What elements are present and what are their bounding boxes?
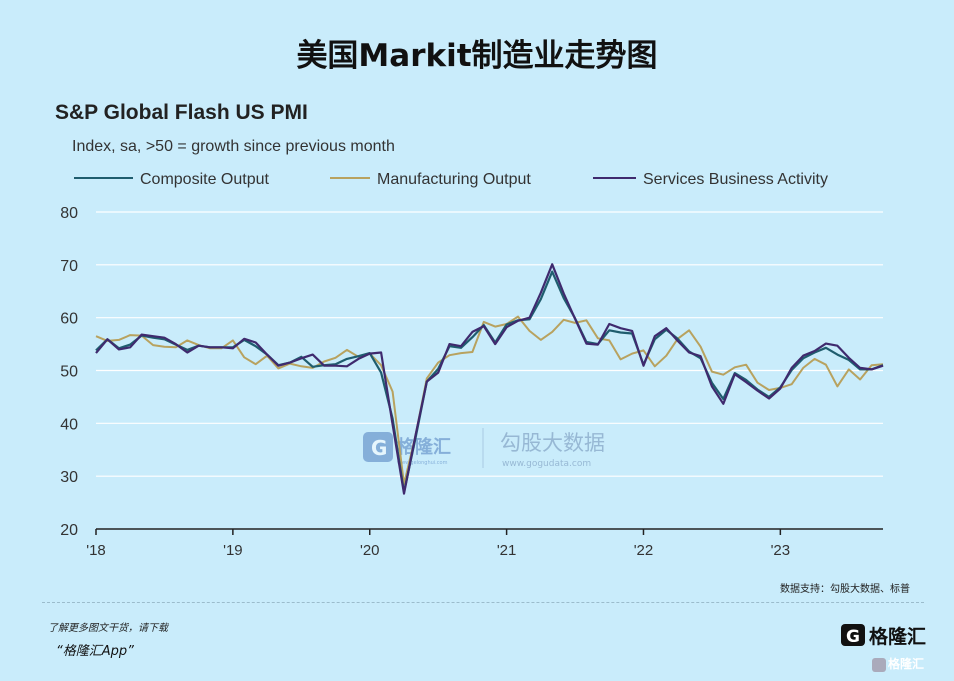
axes: 20 30 40 50 60 70 80 '18 '19 '20 '21 '22 '23 (60, 205, 883, 559)
y-tick-label: 60 (60, 311, 78, 328)
x-tick-label: '23 (771, 542, 791, 559)
legend-label-manufacturing: Manufacturing Output (377, 171, 531, 188)
tiny-logo-icon (872, 657, 886, 672)
footer-divider (42, 602, 924, 603)
pmi-line-chart: Composite Output Manufacturing Output Se… (60, 171, 884, 559)
watermark-brand: 格隆汇 (397, 436, 451, 458)
footer-note: 了解更多图文干货，请下载 (48, 623, 168, 634)
series-line-services-business-activity (95, 263, 884, 495)
source-note: 数据支持：勾股大数据、标普 (780, 584, 910, 595)
page-title: 美国Markit制造业走势图 (296, 38, 658, 74)
chart-subtitle: Index, sa, >50 = growth since previous m… (72, 138, 395, 155)
footer-app-name: “格隆汇App” (56, 644, 134, 659)
watermark-logo-letter: G (371, 436, 387, 460)
grid-lines (96, 211, 883, 477)
y-tick-label: 80 (60, 205, 78, 222)
x-tick-label: '21 (497, 542, 517, 559)
watermark-brand2: 勾股大数据 (500, 431, 605, 455)
chart-legend: Composite Output Manufacturing Output Se… (74, 171, 828, 188)
legend-label-services: Services Business Activity (643, 171, 828, 188)
series-line-composite-output (95, 270, 884, 494)
svg-text:G: G (846, 627, 860, 647)
y-tick-label: 30 (60, 469, 78, 486)
watermark-logo-icon (363, 432, 393, 462)
y-tick-label: 40 (60, 416, 78, 433)
footer-logo[interactable]: G 格隆汇 (840, 623, 927, 648)
x-tick-label: '22 (634, 542, 654, 559)
gelonghui-logo-icon: G (841, 624, 865, 647)
x-tick-label: '18 (86, 542, 106, 559)
footer-tiny-text: 格隆汇 (888, 657, 925, 671)
watermark-brand2-sub: www.gogudata.com (502, 459, 591, 469)
footer-logo-text: 格隆汇 (869, 625, 927, 648)
footer-tiny-brand: 格隆汇 (872, 655, 924, 672)
x-tick-label: '19 (223, 542, 243, 559)
x-tick-label: '20 (360, 542, 380, 559)
y-tick-label: 70 (60, 258, 78, 275)
watermark-brand-sub: www.gelonghui.com (397, 460, 448, 466)
series-line-manufacturing-output (95, 315, 884, 486)
y-tick-label: 50 (60, 364, 78, 381)
watermark: G 格隆汇 www.gelonghui.com 勾股大数据 www.goguda… (363, 428, 605, 469)
y-tick-label: 20 (60, 522, 78, 539)
legend-label-composite: Composite Output (140, 171, 270, 188)
chart-title: S&P Global Flash US PMI (55, 101, 308, 124)
series-lines (95, 263, 884, 495)
